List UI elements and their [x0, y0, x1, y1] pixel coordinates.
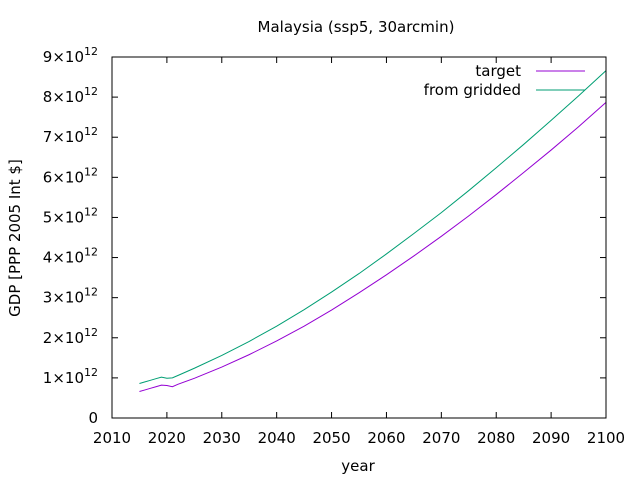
- y-tick-label: 0: [88, 409, 98, 427]
- x-tick-label: 2010: [93, 429, 131, 447]
- y-axis: 0 1×1012 2×1012 3×1012 4×1012 5×1012 6×1012 7×1…: [43, 45, 606, 427]
- x-tick-label: 2020: [148, 429, 186, 447]
- x-tick-label: 2080: [477, 429, 515, 447]
- x-tick-label: 2030: [203, 429, 241, 447]
- y-tick-label: 8×1012: [43, 85, 98, 106]
- y-tick-label: 4×1012: [43, 246, 98, 267]
- y-tick-label: 1×1012: [43, 366, 98, 387]
- x-tick-label: 2060: [367, 429, 405, 447]
- legend-label-from-gridded: from gridded: [424, 81, 521, 99]
- x-axis: 2010 2020 2030 2040 2050 2060 2070 2080 2090 2100: [93, 57, 625, 447]
- y-tick-label: 5×1012: [43, 205, 98, 226]
- x-tick-label: 2100: [587, 429, 625, 447]
- x-axis-label: year: [341, 457, 375, 475]
- x-tick-label: 2090: [532, 429, 570, 447]
- series-line-target: [139, 101, 607, 393]
- chart-title: Malaysia (ssp5, 30arcmin): [258, 18, 455, 36]
- series-line-from-gridded: [139, 70, 607, 384]
- x-tick-label: 2050: [312, 429, 350, 447]
- x-tick-label: 2070: [422, 429, 460, 447]
- x-tick-label: 2040: [258, 429, 296, 447]
- legend-label-target: target: [475, 62, 521, 80]
- y-axis-label: GDP [PPP 2005 Int $]: [6, 159, 24, 317]
- y-tick-label: 3×1012: [43, 286, 98, 307]
- legend: target from gridded: [424, 62, 585, 99]
- series-layer: [139, 70, 607, 393]
- y-tick-label: 7×1012: [43, 125, 98, 146]
- y-tick-label: 9×1012: [43, 45, 98, 66]
- y-tick-label: 2×1012: [43, 326, 98, 347]
- y-tick-label: 6×1012: [43, 165, 98, 186]
- plot-frame: [111, 56, 607, 419]
